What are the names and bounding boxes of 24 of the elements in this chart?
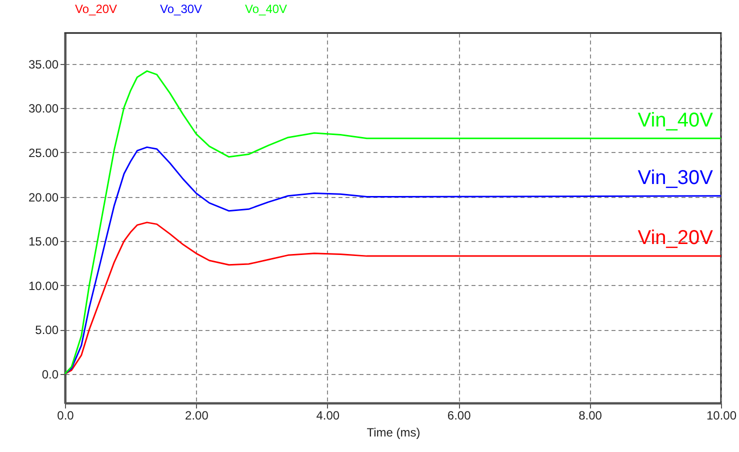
annotation: Vin_40V xyxy=(638,109,714,132)
y-tick-label: 15.00 xyxy=(28,234,59,249)
x-tick-label: 6.00 xyxy=(447,408,472,422)
x-tick-label: 0.0 xyxy=(57,408,74,422)
y-tick-label: 35.00 xyxy=(28,57,59,72)
x-axis-title: Time (ms) xyxy=(366,426,420,440)
y-tick-label: 25.00 xyxy=(28,146,59,160)
text: Vo_20V xyxy=(75,2,118,16)
x-tick-label: 10.00 xyxy=(706,408,737,422)
x-tick-label: 8.00 xyxy=(578,408,602,422)
y-tick-label: 0.0 xyxy=(42,367,59,382)
text: Vo_30V xyxy=(160,2,202,16)
annotation: Vin_20V xyxy=(638,227,714,250)
line-series xyxy=(64,222,722,375)
text: Vo_40V xyxy=(245,2,288,16)
line-series xyxy=(64,70,722,375)
y-tick-label: 30.00 xyxy=(28,102,59,116)
y-tick-label: 20.00 xyxy=(28,190,59,204)
x-tick-label: 2.00 xyxy=(185,408,209,422)
y-tick-label: 5.00 xyxy=(35,323,59,338)
x-tick-label: 4.00 xyxy=(316,408,340,422)
y-tick-label: 10.00 xyxy=(28,278,59,293)
line-series xyxy=(64,146,722,375)
annotation: Vin_30V xyxy=(638,166,714,189)
